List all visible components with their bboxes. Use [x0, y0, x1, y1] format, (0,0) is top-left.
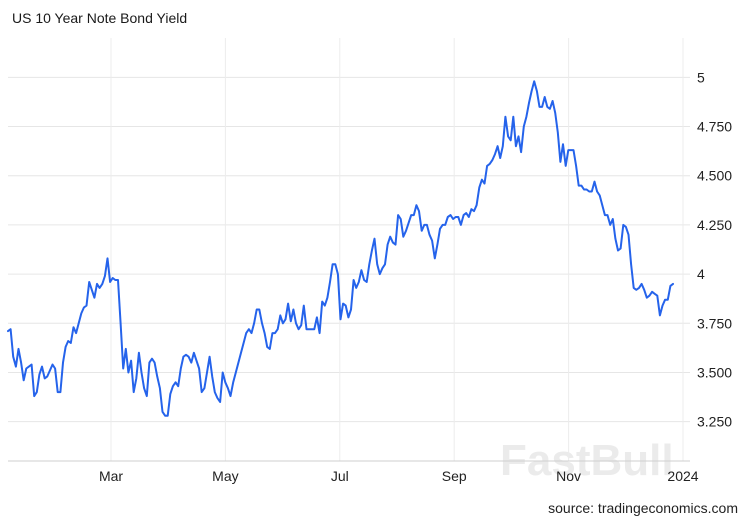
y-tick-label: 4.750	[697, 119, 732, 135]
y-tick-label: 5	[697, 69, 705, 85]
x-tick-label: Nov	[556, 468, 581, 484]
x-tick-label: Sep	[442, 468, 467, 484]
x-tick-label: Mar	[99, 468, 123, 484]
x-grid-lines	[110, 38, 684, 461]
y-grid-lines	[8, 76, 690, 423]
y-tick-label: 3.250	[697, 414, 732, 430]
x-tick-labels: Mar May Jul Sep Nov 2024	[99, 468, 699, 484]
y-tick-labels: 5 4.750 4.500 4.250 4 3.750 3.500 3.250	[697, 69, 732, 429]
y-tick-label: 3.750	[697, 315, 732, 331]
x-tick-label: May	[212, 468, 238, 484]
y-tick-label: 4.250	[697, 217, 732, 233]
y-tick-label: 4.500	[697, 168, 732, 184]
x-tick-label: Jul	[331, 468, 349, 484]
y-tick-label: 4	[697, 266, 705, 282]
chart-title: US 10 Year Note Bond Yield	[12, 10, 188, 26]
y-tick-label: 3.500	[697, 364, 732, 380]
x-tick-label: 2024	[667, 468, 698, 484]
source-text: source: tradingeconomics.com	[548, 500, 738, 516]
series-line	[7, 80, 674, 417]
